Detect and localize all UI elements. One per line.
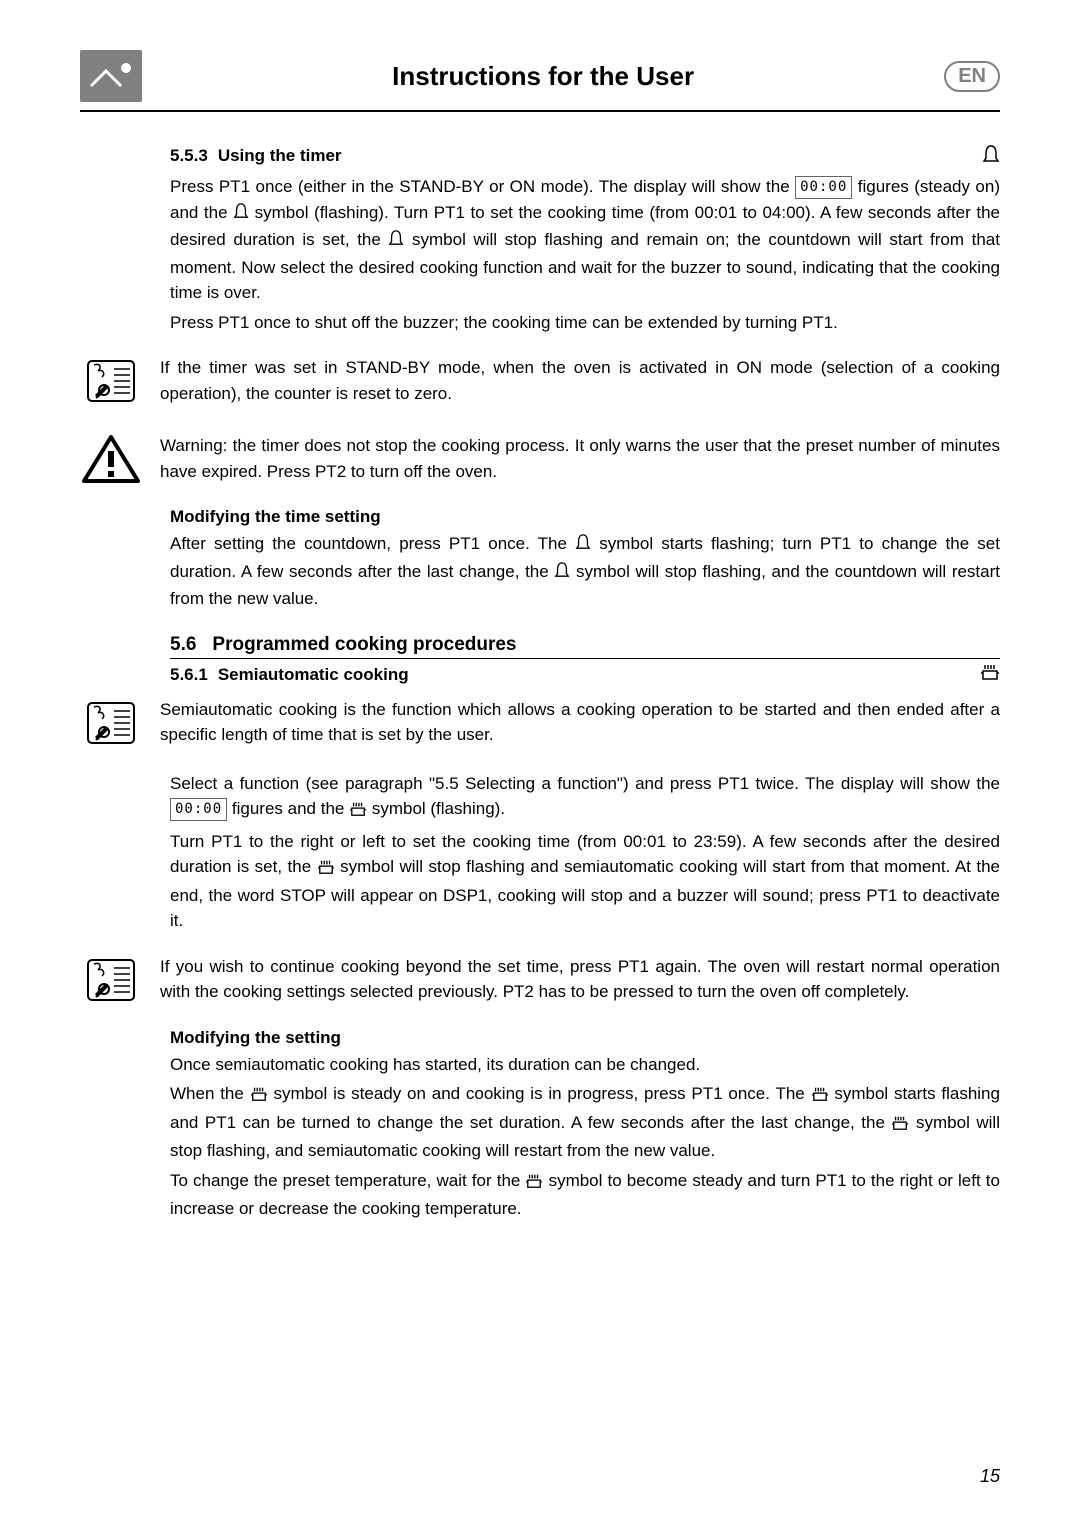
warning-text: Warning: the timer does not stop the coo… <box>160 433 1000 484</box>
section-56-num: 5.6 <box>170 634 196 656</box>
pot-icon <box>980 663 1000 687</box>
t: Press PT1 once (either in the STAND-BY o… <box>170 177 795 196</box>
pot-icon <box>891 1113 909 1139</box>
note-2-text: Semiautomatic cooking is the function wh… <box>160 697 1000 748</box>
mod-set-l2: When the symbol is steady on and cooking… <box>170 1081 1000 1164</box>
section-553-heading: 5.5.3 Using the timer <box>170 146 342 166</box>
bell-icon <box>554 561 570 587</box>
mod-set-heading: Modifying the setting <box>170 1028 1000 1048</box>
section-56-title: Programmed cooking procedures <box>212 634 516 655</box>
t: When the <box>170 1084 250 1103</box>
brand-logo <box>80 50 142 102</box>
note-3-text: If you wish to continue cooking beyond t… <box>160 954 1000 1005</box>
section-561-num: 5.6.1 <box>170 665 208 685</box>
section-553-heading-row: 5.5.3 Using the timer <box>170 142 1000 170</box>
section-56-heading: 5.6 Programmed cooking procedures <box>170 634 1000 656</box>
display-digits: 00:00 <box>170 798 227 821</box>
content-area: 5.5.3 Using the timer Press PT1 once (eit… <box>170 142 1000 335</box>
pot-icon <box>349 799 367 825</box>
note-row-1: If the timer was set in STAND-BY mode, w… <box>80 355 1000 407</box>
pot-icon <box>525 1171 543 1197</box>
mod-time-body: After setting the countdown, press PT1 o… <box>170 531 1000 612</box>
note-1-text: If the timer was set in STAND-BY mode, w… <box>160 355 1000 406</box>
section-561-heading: 5.6.1 Semiautomatic cooking <box>170 665 409 685</box>
mod-set-l1: Once semiautomatic cooking has started, … <box>170 1052 1000 1078</box>
t: figures and the <box>232 799 349 818</box>
t: To change the preset temperature, wait f… <box>170 1171 525 1190</box>
mod-set-l3: To change the preset temperature, wait f… <box>170 1168 1000 1222</box>
mod-set-block: Modifying the setting Once semiautomatic… <box>170 1028 1000 1222</box>
section-553-body2: Press PT1 once to shut off the buzzer; t… <box>170 310 1000 336</box>
mod-time-block: Modifying the time setting After setting… <box>170 507 1000 612</box>
t: symbol is steady on and cooking is in pr… <box>273 1084 810 1103</box>
language-badge: EN <box>944 61 1000 92</box>
bell-icon <box>982 144 1000 170</box>
title-underline <box>80 110 1000 112</box>
section-56-block: 5.6 Programmed cooking procedures 5.6.1 Se… <box>170 634 1000 687</box>
notebook-icon <box>80 954 142 1006</box>
notebook-icon <box>80 697 142 749</box>
pot-icon <box>250 1084 268 1110</box>
bell-icon <box>388 229 404 255</box>
bell-icon <box>575 533 591 559</box>
semi-p1: Select a function (see paragraph "5.5 Se… <box>170 771 1000 825</box>
section-553-body: Press PT1 once (either in the STAND-BY o… <box>170 174 1000 306</box>
t: Select a function (see paragraph "5.5 Se… <box>170 774 1000 793</box>
notebook-icon <box>80 355 142 407</box>
page-number: 15 <box>980 1466 1000 1487</box>
bell-icon <box>233 202 249 228</box>
warning-icon <box>80 433 142 485</box>
t: symbol (flashing). <box>372 799 505 818</box>
display-digits: 00:00 <box>795 176 852 199</box>
note-row-3: If you wish to continue cooking beyond t… <box>80 954 1000 1006</box>
mod-time-heading: Modifying the time setting <box>170 507 1000 527</box>
semi-block: Select a function (see paragraph "5.5 Se… <box>170 771 1000 934</box>
page-title: Instructions for the User <box>142 61 944 92</box>
note-row-2: Semiautomatic cooking is the function wh… <box>80 697 1000 749</box>
page-header: Instructions for the User EN <box>80 50 1000 102</box>
section-553-num: 5.5.3 <box>170 146 208 166</box>
pot-icon <box>811 1084 829 1110</box>
section-561-title: Semiautomatic cooking <box>218 665 409 684</box>
pot-icon <box>317 857 335 883</box>
warning-row: Warning: the timer does not stop the coo… <box>80 433 1000 485</box>
section-561-heading-row: 5.6.1 Semiautomatic cooking <box>170 661 1000 687</box>
semi-p2: Turn PT1 to the right or left to set the… <box>170 829 1000 934</box>
section-553-title: Using the timer <box>218 146 342 165</box>
t: After setting the countdown, press PT1 o… <box>170 534 575 553</box>
section-56-rule <box>170 658 1000 659</box>
